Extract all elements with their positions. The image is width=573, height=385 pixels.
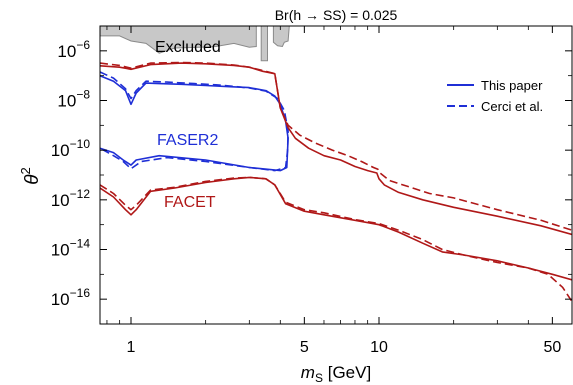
- y-tick-base: 10: [51, 241, 70, 260]
- x-tick-label-5: 5: [300, 339, 309, 356]
- excluded-spike: [260, 26, 268, 62]
- legend-label-solid: This paper: [481, 78, 543, 93]
- y-axis-label: θ2: [18, 167, 43, 185]
- legend-label-dashed: Cerci et al.: [481, 99, 543, 114]
- legend: This paper Cerci et al.: [447, 78, 543, 114]
- excluded-label: Excluded: [155, 39, 221, 56]
- plot-frame: [99, 25, 573, 325]
- legend-entry-dashed: Cerci et al.: [447, 99, 543, 114]
- y-tick-exponent: −12: [70, 187, 91, 201]
- y-tick-exponent: −6: [76, 38, 90, 52]
- y-tick-base: 10: [57, 92, 76, 111]
- y-tick-label-5: 10−16: [51, 286, 91, 309]
- series-facet-dashed-3: [100, 61, 572, 231]
- faser2-label: FASER2: [157, 132, 218, 149]
- y-tick-exponent: −16: [70, 286, 91, 300]
- excluded-region: [100, 26, 290, 62]
- y-tick-label-2: 10−10: [51, 137, 91, 160]
- y-tick-base: 10: [51, 141, 70, 160]
- excluded-right: [272, 26, 290, 48]
- y-tick-label-4: 10−14: [51, 237, 91, 260]
- excluded-main: [100, 26, 257, 54]
- y-tick-label-0: 10−6: [57, 38, 90, 61]
- x-axis-symbol: m: [301, 363, 315, 382]
- y-tick-label-3: 10−12: [51, 187, 91, 210]
- legend-entry-solid: This paper: [447, 78, 543, 93]
- x-tick-label-1: 1: [127, 339, 136, 356]
- y-axis-superscript: 2: [18, 167, 33, 174]
- y-tick-base: 10: [57, 42, 76, 61]
- y-axis-symbol: θ: [22, 174, 43, 185]
- facet-label: FACET: [164, 194, 216, 211]
- series-faser2-solid-0: [100, 74, 289, 172]
- series-layer: [100, 61, 572, 303]
- y-tick-label-1: 10−8: [57, 88, 90, 111]
- series-faser2-dashed-1: [100, 71, 289, 172]
- x-axis-label: mS [GeV]: [301, 363, 371, 385]
- x-tick-label-50: 50: [543, 339, 561, 356]
- series-facet-dashed-5: [100, 176, 572, 303]
- x-tick-label-10: 10: [370, 339, 388, 356]
- series-facet-solid-4: [100, 176, 572, 281]
- x-axis-subscript: S: [315, 371, 323, 385]
- y-tick-base: 10: [51, 191, 70, 210]
- y-tick-exponent: −8: [76, 88, 90, 102]
- y-tick-exponent: −14: [70, 237, 91, 251]
- x-axis-unit: [GeV]: [328, 363, 371, 382]
- y-tick-base: 10: [51, 290, 70, 309]
- plot-area: [100, 26, 572, 303]
- chart-title: Br(h → SS) = 0.025: [275, 7, 398, 23]
- y-tick-exponent: −10: [70, 137, 91, 151]
